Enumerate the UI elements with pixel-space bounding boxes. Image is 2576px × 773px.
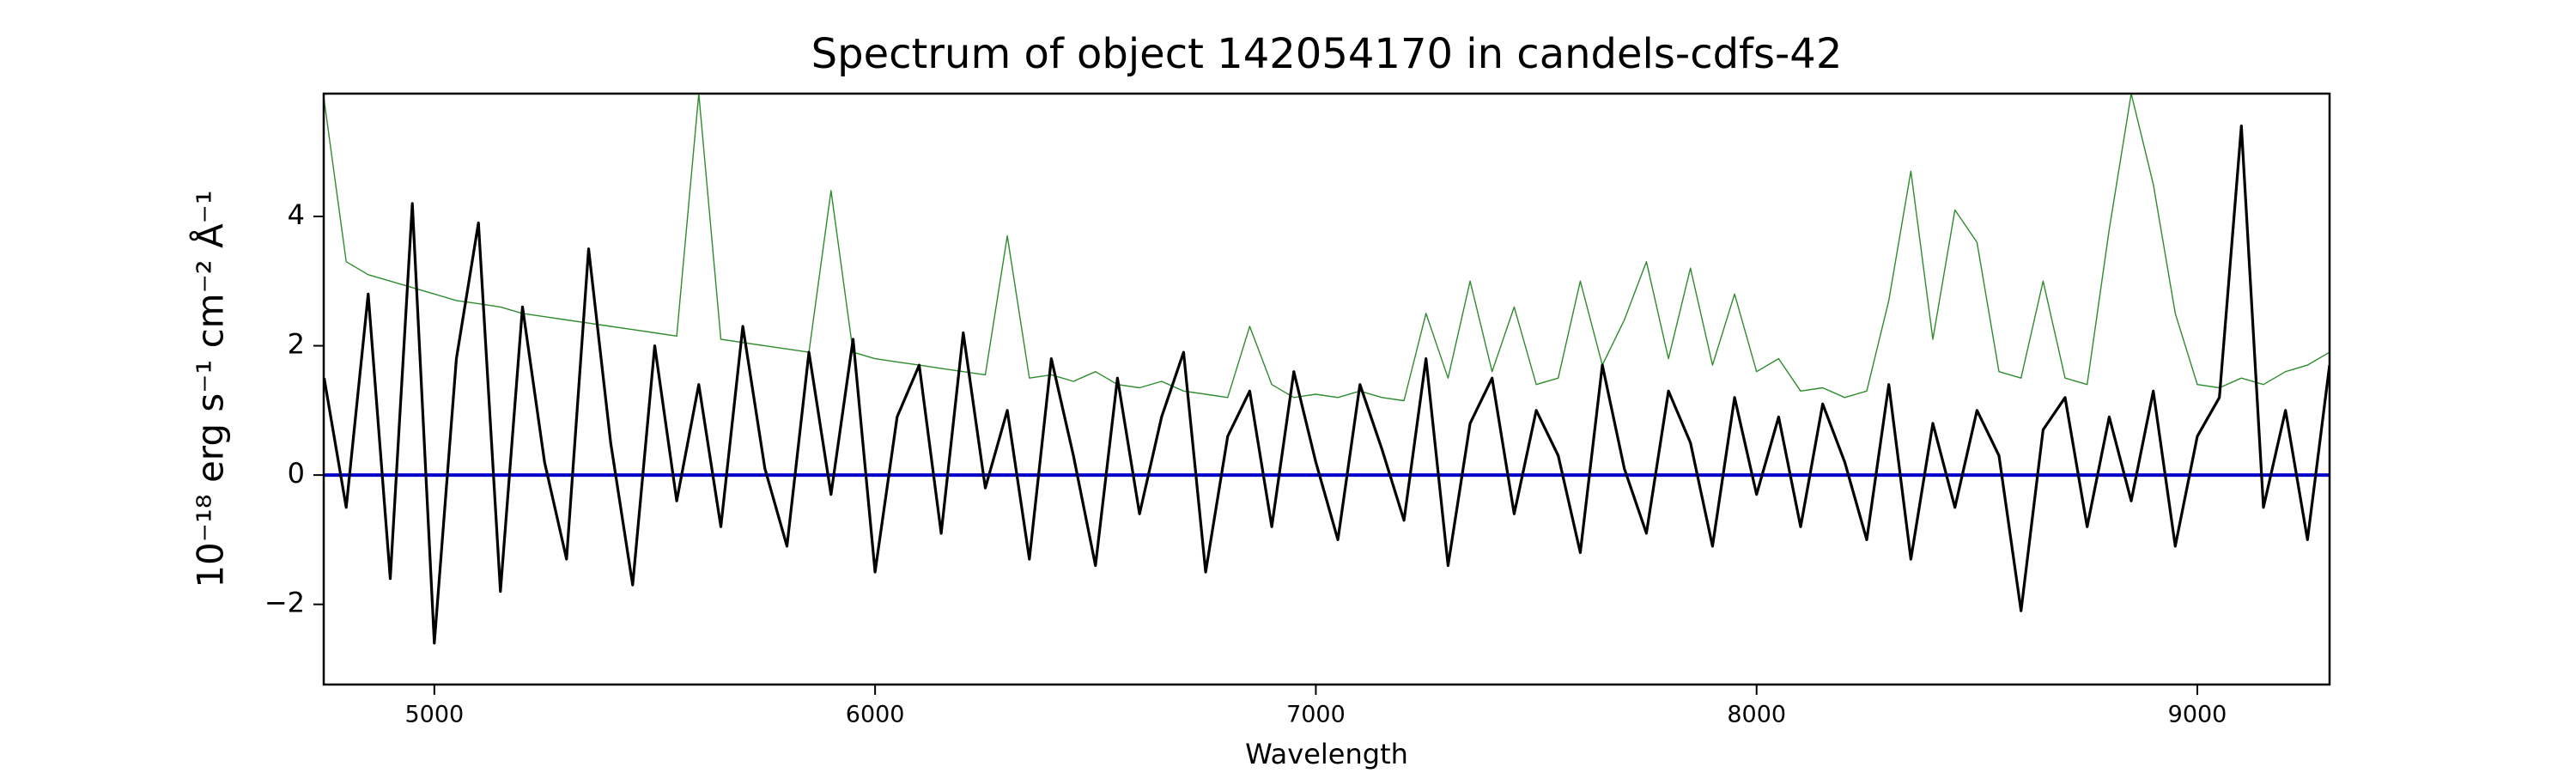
y-tick-label: 4 (288, 198, 305, 231)
x-axis-label: Wavelength (1245, 738, 1408, 770)
x-tick-label: 7000 (1286, 702, 1346, 728)
x-tick-label: 8000 (1727, 702, 1786, 728)
spectrum-line (324, 94, 2330, 402)
x-tick-label: 9000 (2168, 702, 2227, 728)
y-tick-label: 2 (288, 328, 305, 361)
spectrum-line (324, 125, 2330, 645)
y-tick-label: −2 (264, 587, 305, 619)
chart-title: Spectrum of object 142054170 in candels-… (811, 30, 1843, 78)
x-tick-label: 5000 (404, 702, 464, 728)
x-tick-label: 6000 (846, 702, 905, 728)
y-tick-label: 0 (288, 457, 305, 490)
plot-area (324, 94, 2330, 645)
y-axis-label: 10⁻¹⁸ erg s⁻¹ cm⁻² Å⁻¹ (189, 190, 232, 587)
plot-frame (322, 92, 2331, 686)
